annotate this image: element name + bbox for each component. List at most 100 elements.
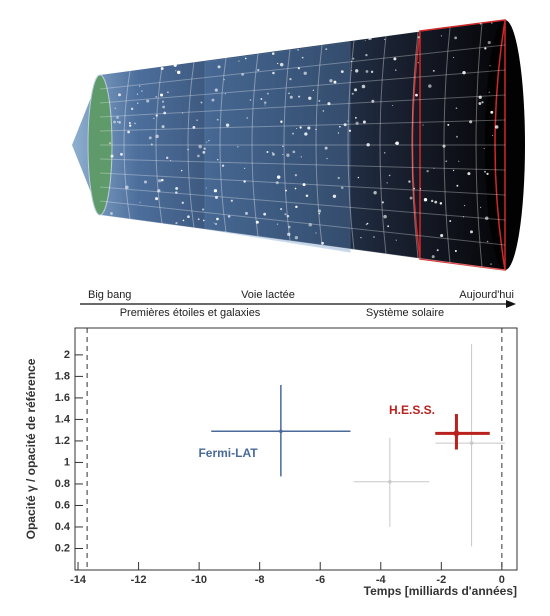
star: [479, 22, 482, 25]
point: [388, 480, 392, 484]
star: [163, 111, 167, 115]
star: [224, 231, 226, 233]
star: [297, 67, 301, 70]
star: [264, 104, 266, 106]
star: [333, 80, 337, 84]
star: [182, 112, 184, 114]
star: [214, 222, 218, 226]
star: [434, 200, 438, 204]
star: [116, 116, 119, 119]
star: [205, 187, 207, 189]
star: [138, 85, 141, 87]
star: [211, 98, 215, 102]
star: [176, 70, 181, 75]
star: [366, 222, 369, 225]
star: [208, 139, 210, 142]
star: [337, 176, 340, 180]
star: [120, 152, 123, 156]
timeline-label: Premières étoiles et galaxies: [120, 307, 261, 319]
star: [134, 122, 136, 125]
star: [329, 79, 333, 83]
star: [155, 197, 159, 201]
star: [440, 35, 442, 37]
star: [161, 125, 165, 129]
x-tick-label: -6: [315, 574, 325, 586]
star: [275, 181, 279, 185]
timeline-label: Big bang: [88, 289, 131, 301]
star: [161, 100, 165, 103]
star: [395, 69, 397, 71]
cone-grid: [99, 172, 506, 196]
star: [436, 249, 439, 252]
y-tick-label: 0.8: [55, 478, 70, 490]
y-tick-label: 1: [64, 456, 70, 468]
star: [348, 129, 352, 132]
cone-grid: [251, 53, 259, 237]
star: [173, 63, 177, 67]
star: [469, 120, 473, 124]
star: [426, 169, 429, 173]
star: [260, 98, 263, 100]
y-tick-label: 1.2: [55, 435, 70, 447]
x-tick-label: -4: [376, 574, 387, 586]
star: [192, 125, 196, 129]
star: [332, 194, 337, 198]
star: [285, 189, 287, 192]
star: [417, 36, 420, 39]
star: [307, 126, 311, 130]
star: [292, 132, 294, 135]
solar-band-edge: [494, 19, 506, 271]
star: [481, 101, 484, 104]
star: [302, 183, 306, 187]
star: [225, 123, 230, 127]
star: [169, 159, 172, 162]
star: [255, 220, 259, 224]
star: [160, 67, 164, 71]
star: [454, 250, 457, 253]
star: [238, 60, 240, 62]
star: [386, 182, 388, 184]
star: [439, 202, 443, 205]
x-tick-label: 0: [499, 574, 505, 586]
star: [304, 132, 308, 136]
star: [470, 230, 473, 234]
star: [308, 96, 312, 100]
star: [362, 120, 366, 124]
star: [175, 221, 178, 225]
star: [158, 179, 162, 183]
star: [384, 38, 386, 41]
star: [423, 197, 428, 202]
star: [343, 123, 347, 127]
cone-grid: [99, 94, 506, 118]
star: [175, 70, 177, 72]
x-tick-label: -12: [131, 574, 147, 586]
star: [272, 153, 275, 156]
star: [289, 95, 293, 99]
star: [146, 99, 150, 103]
star: [442, 144, 446, 148]
star: [422, 124, 424, 126]
y-tick-label: 1.4: [55, 413, 71, 425]
star: [129, 124, 132, 127]
star: [321, 241, 324, 245]
star: [299, 126, 302, 129]
star: [130, 107, 134, 110]
star: [325, 48, 328, 51]
star: [197, 154, 200, 158]
star: [155, 134, 159, 139]
y-tick-label: 1.8: [55, 370, 70, 382]
star: [257, 68, 260, 72]
star: [118, 121, 121, 124]
star: [167, 91, 169, 94]
star: [216, 118, 219, 121]
star: [479, 206, 482, 208]
star: [494, 125, 499, 129]
star: [486, 172, 489, 175]
star: [161, 178, 164, 182]
star: [271, 151, 274, 154]
star: [486, 240, 489, 243]
star: [431, 255, 435, 259]
star: [454, 36, 457, 40]
star: [373, 191, 377, 195]
cone-grid: [123, 70, 131, 220]
